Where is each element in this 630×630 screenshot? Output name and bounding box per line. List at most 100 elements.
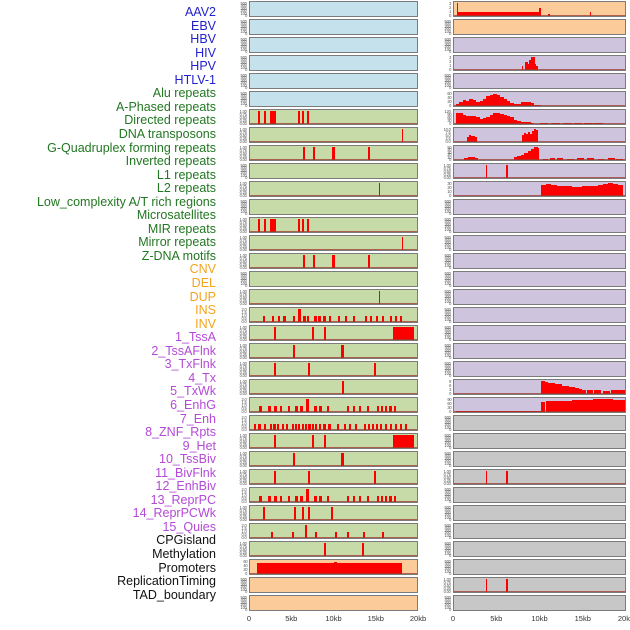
track-row: 500 400 300 200 100 0 xyxy=(226,270,418,288)
y-axis-tick: 100 xyxy=(444,316,451,322)
track-row: 500 400 300 200 100 0 xyxy=(430,234,626,252)
y-axis-tick: 300 xyxy=(444,563,451,569)
data-bar xyxy=(544,381,549,394)
y-axis-tick: 0 xyxy=(448,571,451,576)
y-axis: 500 400 300 200 100 0 xyxy=(430,450,452,468)
data-bar xyxy=(305,525,308,538)
y-axis-tick: 0 xyxy=(244,13,247,18)
y-axis: 500 400 300 200 100 0 xyxy=(430,216,452,234)
y-axis-tick: 1.00 xyxy=(239,451,247,456)
data-bar xyxy=(525,134,528,142)
y-axis: 1.00 0.75 0.50 0.25 0.00 xyxy=(226,252,248,270)
data-bar xyxy=(571,186,578,196)
y-axis: 1.00 0.75 0.50 0.25 0.00 xyxy=(226,180,248,198)
data-bar xyxy=(381,405,384,412)
track-plot xyxy=(249,289,418,305)
y-axis-tick: 0.00 xyxy=(239,517,247,522)
data-bar xyxy=(507,115,511,124)
y-axis-tick: 50 xyxy=(446,145,451,150)
track-row: 1.00 0.75 0.50 0.25 0.00 xyxy=(226,540,418,558)
y-axis-tick: 20 xyxy=(446,152,451,158)
y-axis-tick: 300 xyxy=(444,419,451,425)
y-axis-tick: 10.0 xyxy=(443,127,451,132)
y-axis-tick: 0 xyxy=(244,67,247,72)
track-row: 500 400 300 200 100 0 xyxy=(226,90,418,108)
y-axis-tick: 500 xyxy=(240,19,247,24)
y-axis-tick: 1.00 xyxy=(239,325,247,330)
y-axis-tick: 0.50 xyxy=(239,115,247,120)
data-bar xyxy=(291,423,294,430)
y-axis-tick: 500 xyxy=(444,343,451,348)
baseline xyxy=(250,482,417,484)
y-axis: 500 400 300 200 100 0 xyxy=(226,72,248,90)
y-axis-tick: 0 xyxy=(448,427,451,432)
data-bar xyxy=(389,495,392,502)
baseline xyxy=(250,248,417,250)
data-bar xyxy=(259,495,262,502)
y-axis-tick: 1.0 xyxy=(241,529,247,534)
track-label-tad-boundary: TAD_boundary xyxy=(132,587,216,602)
track-plot xyxy=(249,73,418,89)
y-axis: 1.00 0.75 0.50 0.25 0.00 xyxy=(226,360,248,378)
track-row: 500 400 300 200 100 0 xyxy=(430,306,626,324)
track-row: 60 40 20 0 xyxy=(226,558,418,576)
track-plot xyxy=(249,253,418,269)
y-axis-tick: 1.00 xyxy=(239,469,247,474)
data-bar xyxy=(566,400,572,412)
y-axis-tick: 1.00 xyxy=(239,127,247,132)
y-axis-tick: 0.0 xyxy=(445,139,451,144)
track-row: 10.0 7.5 5.0 2.5 0.0 xyxy=(430,126,626,144)
data-bar xyxy=(392,327,414,340)
y-axis-tick: 6 xyxy=(448,383,451,388)
track-label-2-tssaflnk: 2_TssAFlnk xyxy=(151,343,216,358)
y-axis: 500 400 300 200 100 0 xyxy=(226,90,248,108)
track-label-9-het: 9_Het xyxy=(182,438,216,453)
y-axis: 500 400 300 200 100 0 xyxy=(226,576,248,594)
data-bar xyxy=(613,399,619,412)
data-bar xyxy=(381,495,384,502)
y-axis-tick: 0 xyxy=(448,13,451,18)
y-axis: 1.00 0.75 0.50 0.25 0.00 xyxy=(226,216,248,234)
y-axis-tick: 300 xyxy=(444,257,451,263)
baseline xyxy=(250,266,417,268)
y-axis-tick: 0.25 xyxy=(239,190,247,195)
data-bar xyxy=(378,291,381,304)
y-axis-tick: 100 xyxy=(444,208,451,214)
baseline xyxy=(250,158,417,160)
data-bar xyxy=(506,579,509,592)
y-axis-tick: 1.00 xyxy=(239,145,247,150)
data-bar xyxy=(305,399,310,412)
y-axis-tick: 200 xyxy=(240,8,247,14)
y-axis-tick: 500 xyxy=(240,595,247,600)
track-label-12-enhbiv: 12_EnhBiv xyxy=(155,479,216,494)
y-axis: 500 400 300 200 100 0 xyxy=(430,36,452,54)
x-axis: 0 5kb 10kb 15kb 20kb xyxy=(247,612,426,630)
y-axis-tick: 0 xyxy=(448,337,451,342)
y-axis-tick: 500 xyxy=(444,271,451,276)
y-axis-tick: 2.0 xyxy=(241,307,247,312)
y-axis-tick: 0.75 xyxy=(443,472,451,477)
data-bar xyxy=(485,471,488,484)
data-bar xyxy=(536,66,538,70)
y-axis-tick: 3 xyxy=(448,387,451,392)
y-axis-tick: 200 xyxy=(444,224,451,230)
track-label-1-tssa: 1_TssA xyxy=(175,330,216,345)
data-bar xyxy=(458,11,461,16)
data-bar xyxy=(352,315,355,322)
track-row: 1.00 0.75 0.50 0.25 0.00 xyxy=(430,162,626,180)
y-axis: 1.00 0.75 0.50 0.25 0.00 xyxy=(226,234,248,252)
x-axis-tick: 20kb xyxy=(409,614,427,623)
y-axis-tick: 200 xyxy=(444,296,451,302)
y-axis-tick: 500 xyxy=(444,37,451,42)
y-axis-tick: 200 xyxy=(444,260,451,266)
y-axis: 1.00 0.75 0.50 0.25 0.00 xyxy=(430,576,452,594)
y-axis-tick: 0.25 xyxy=(239,118,247,123)
data-bar xyxy=(506,471,509,484)
track-row: 1.00 0.75 0.50 0.25 0.00 xyxy=(226,504,418,522)
data-bar xyxy=(530,149,535,160)
y-axis-tick: 500 xyxy=(240,37,247,42)
y-axis: 1.00 0.75 0.50 0.25 0.00 xyxy=(430,468,452,486)
y-axis-tick: 500 xyxy=(444,415,451,420)
x-axis: 0 5kb 10kb 15kb 20kb xyxy=(451,612,630,630)
y-axis-tick: 200 xyxy=(240,584,247,590)
